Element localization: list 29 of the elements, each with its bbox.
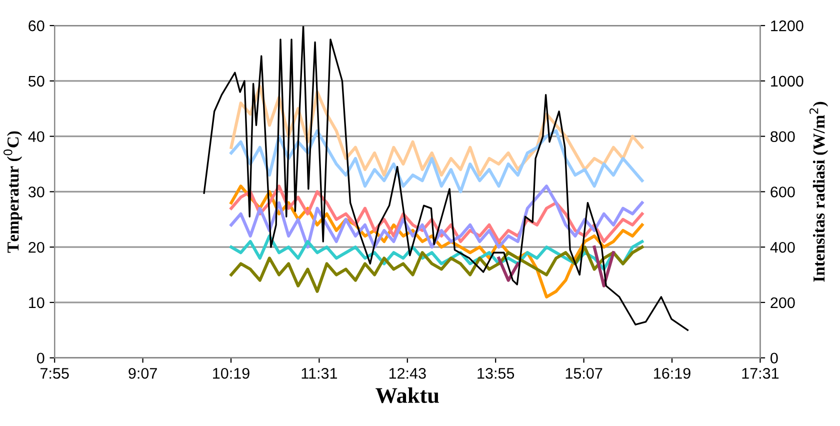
y2-tick-label: 600	[770, 186, 795, 198]
x-tick-label: 10:19	[213, 368, 250, 379]
x-tick-label: 7:55	[40, 368, 69, 379]
y-tick-label: 60	[28, 20, 44, 32]
x-tick-label: 15:07	[566, 368, 602, 379]
x-tick-label: 17:31	[742, 368, 779, 379]
y2-tick-label: 200	[770, 297, 795, 308]
x-tick-label: 11:31	[302, 368, 338, 379]
x-tick-label: 13:55	[478, 368, 514, 379]
x-axis-title: Waktu	[376, 387, 439, 404]
y-axis-title: Temperatur ($^{0}$C)	[3, 131, 22, 253]
y2-tick-label: 0	[770, 352, 778, 364]
y-tick-label: 50	[28, 76, 44, 87]
y2-tick-label: 800	[770, 131, 795, 142]
y-tick-label: 10	[29, 297, 44, 308]
line-series	[203, 26, 689, 331]
x-tick-label: 16:19	[654, 368, 690, 379]
y2-tick-label: 1000	[771, 76, 804, 87]
y2-axis-title: Intensitas radiasi (W/m$^{2}$)	[809, 102, 828, 282]
y2-tick-label: 400	[770, 242, 795, 253]
line-series	[230, 246, 644, 293]
y-tick-label: 30	[28, 186, 44, 198]
y2-tick-label: 1200	[771, 20, 804, 32]
line-series	[230, 129, 644, 194]
y-tick-label: 40	[28, 131, 44, 142]
x-tick-label: 9:07	[128, 368, 157, 379]
y-tick-label: 0	[36, 352, 44, 364]
y-tick-label: 20	[28, 242, 44, 253]
x-tick-label: 12:43	[389, 368, 426, 379]
